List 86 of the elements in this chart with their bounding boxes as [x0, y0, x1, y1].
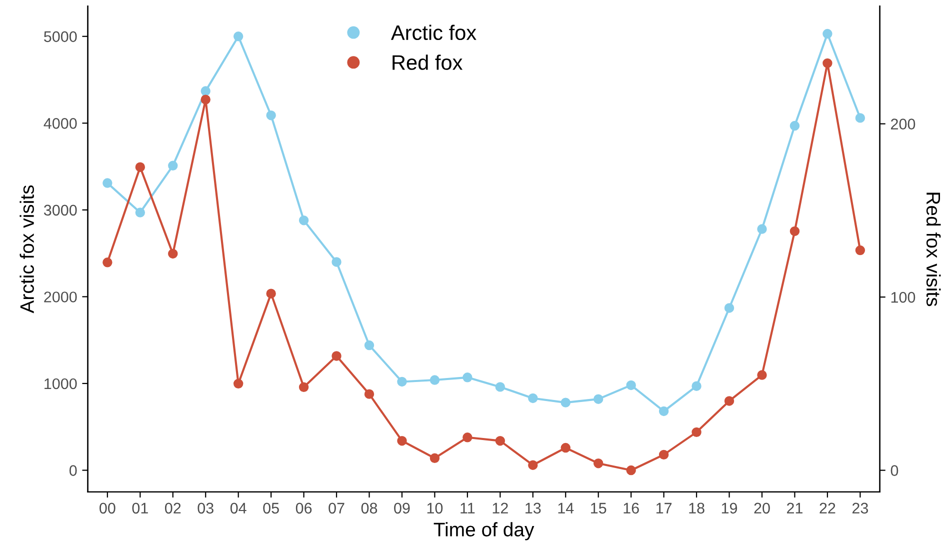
point [790, 120, 800, 131]
x-tick-label: 09 [394, 502, 410, 514]
point [397, 376, 407, 387]
x-tick-label: 01 [132, 502, 148, 514]
point [135, 162, 146, 172]
x-tick-label: 20 [754, 502, 770, 514]
x-tick-label: 23 [852, 502, 868, 514]
point [593, 458, 604, 468]
x-tick-label: 14 [558, 502, 574, 514]
point [430, 453, 440, 464]
y-tick-label: 4000 [44, 118, 77, 129]
x-tick-label: 17 [656, 502, 672, 514]
point [233, 378, 244, 389]
y-tick-label: 2000 [44, 292, 77, 302]
point [528, 393, 538, 404]
x-tick-label: 16 [624, 502, 639, 514]
y2-tick-label: 100 [891, 292, 916, 303]
point [332, 257, 342, 267]
point [724, 303, 734, 313]
point [593, 394, 604, 404]
y-tick-label: 1000 [44, 378, 77, 390]
point [855, 245, 866, 256]
x-tick-label: 12 [492, 502, 508, 514]
x-tick-label: 08 [361, 502, 378, 514]
point [168, 160, 178, 171]
point [364, 389, 374, 399]
point [266, 288, 276, 298]
point [102, 178, 112, 188]
point [528, 460, 538, 470]
y-tick-label: 5000 [44, 31, 77, 42]
point [495, 436, 506, 446]
point [560, 442, 570, 453]
y-tick-label: 3000 [44, 204, 77, 216]
x-tick-label: 10 [427, 502, 443, 514]
point [724, 396, 734, 406]
legend-label: Red fox [392, 54, 463, 70]
x-tick-label: 13 [526, 502, 541, 514]
x-tick-label: 11 [460, 502, 475, 514]
point [822, 58, 832, 68]
point [397, 436, 407, 446]
point [135, 208, 146, 218]
point [462, 432, 472, 442]
point [626, 465, 636, 476]
y2-axis-title: Red fox visits [926, 192, 941, 306]
y-axis-title: Arctic fox visits [20, 185, 34, 314]
point [658, 450, 669, 460]
y2-tick-label: 0 [890, 465, 898, 476]
point [790, 226, 800, 236]
point [200, 94, 210, 104]
x-tick-label: 07 [328, 502, 344, 514]
point [233, 32, 244, 42]
point [430, 375, 440, 385]
x-tick-label: 00 [100, 502, 116, 514]
point [757, 224, 767, 234]
point [692, 427, 702, 438]
x-tick-label: 21 [786, 502, 802, 514]
x-tick-label: 19 [722, 502, 738, 514]
point [495, 382, 506, 392]
x-tick-label: 18 [689, 502, 704, 514]
point [298, 382, 309, 392]
x-tick-label: 15 [591, 502, 606, 514]
point [364, 340, 374, 350]
x-tick-label: 02 [164, 502, 181, 514]
x-axis-title: Time of day [434, 522, 534, 540]
point [560, 398, 570, 408]
y2-tick-label: 200 [890, 118, 916, 130]
point [462, 372, 472, 382]
x-tick-label: 22 [820, 502, 836, 514]
x-tick-label: 04 [230, 502, 246, 514]
point [757, 370, 767, 380]
point [102, 258, 112, 268]
x-tick-label: 03 [198, 502, 214, 514]
point [266, 110, 276, 120]
point [658, 406, 669, 416]
x-tick-label: 05 [263, 502, 279, 514]
y-tick-label: 0 [69, 465, 77, 476]
legend-label: Arctic fox [390, 24, 476, 40]
point [200, 86, 210, 96]
point [822, 28, 832, 39]
point [168, 248, 178, 259]
point [855, 113, 866, 123]
point [332, 351, 342, 361]
point [298, 215, 309, 226]
point [626, 380, 636, 390]
point [692, 381, 702, 391]
x-tick-label: 06 [296, 502, 312, 514]
